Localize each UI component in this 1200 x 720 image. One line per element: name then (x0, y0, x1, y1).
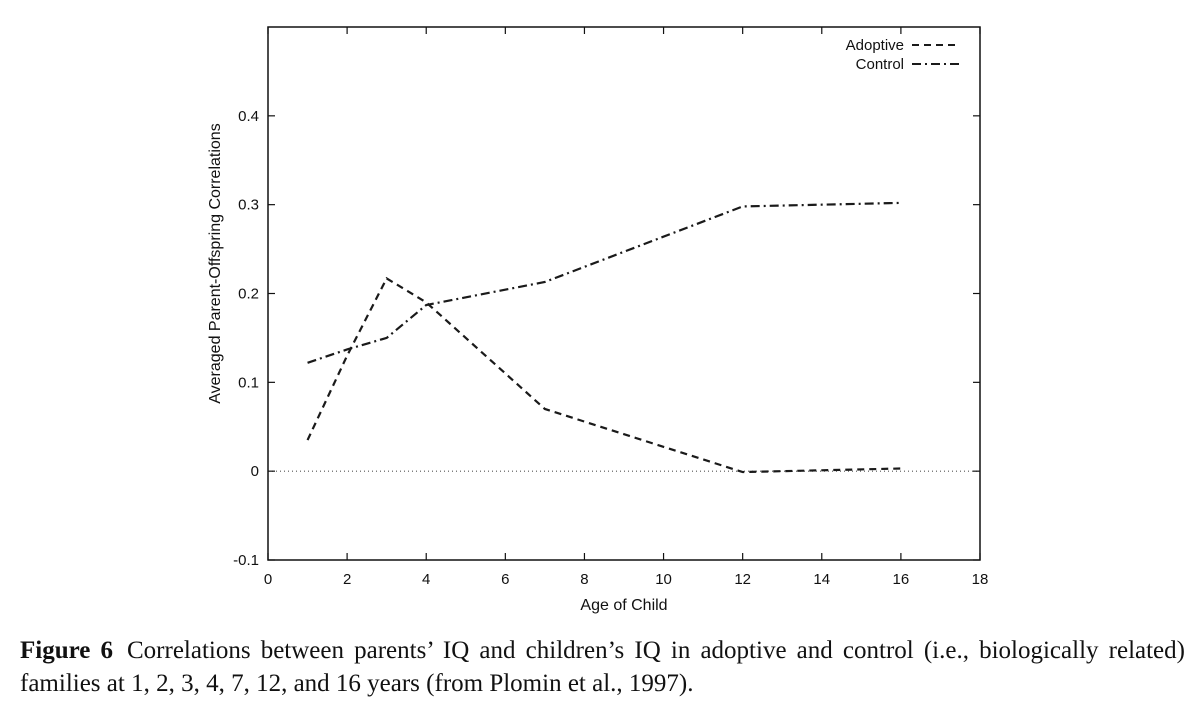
series-layer (306, 201, 901, 474)
figure-label: Figure 6 (20, 637, 113, 664)
series-line-control (307, 201, 901, 364)
figure-caption: Figure 6 Correlations between parents’ IQ… (20, 634, 1185, 700)
x-tick-label: 2 (343, 571, 351, 588)
caption-text: Correlations between parents’ IQ and chi… (20, 637, 1185, 697)
y-tick-label: 0.2 (238, 286, 259, 303)
y-tick-label: 0.3 (238, 197, 259, 214)
y-tick-label: 0.4 (238, 108, 259, 125)
x-tick-label: 0 (264, 571, 272, 588)
axis-tick-labels: 0 2 4 6 8 10 12 14 16 18 -0.1 0 0.1 0.2 0.3 0.4 (233, 108, 988, 588)
x-tick-label: 18 (972, 571, 989, 588)
x-tick-label: 10 (655, 571, 672, 588)
axis-ticks (267, 27, 981, 561)
x-tick-label: 8 (580, 571, 588, 588)
x-tick-label: 14 (813, 571, 830, 588)
legend-label-control: Control (856, 56, 904, 73)
line-chart: 0 2 4 6 8 10 12 14 16 18 -0.1 0 0.1 0.2 0.3 0.4 Age of … (207, 26, 988, 614)
legend-label-adoptive: Adoptive (846, 37, 904, 54)
x-tick-label: 12 (734, 571, 751, 588)
y-axis-title: Averaged Parent-Offspring Correlations (207, 123, 224, 403)
series-line-adoptive (306, 276, 901, 474)
legend: Adoptive Control (846, 37, 960, 73)
y-tick-label: 0.1 (238, 374, 259, 391)
x-tick-label: 4 (422, 571, 430, 588)
x-tick-label: 16 (893, 571, 910, 588)
plot-frame (267, 26, 981, 561)
y-tick-label: -0.1 (233, 552, 259, 569)
y-tick-label: 0 (251, 463, 259, 480)
x-axis-title: Age of Child (580, 597, 667, 614)
x-tick-label: 6 (501, 571, 509, 588)
